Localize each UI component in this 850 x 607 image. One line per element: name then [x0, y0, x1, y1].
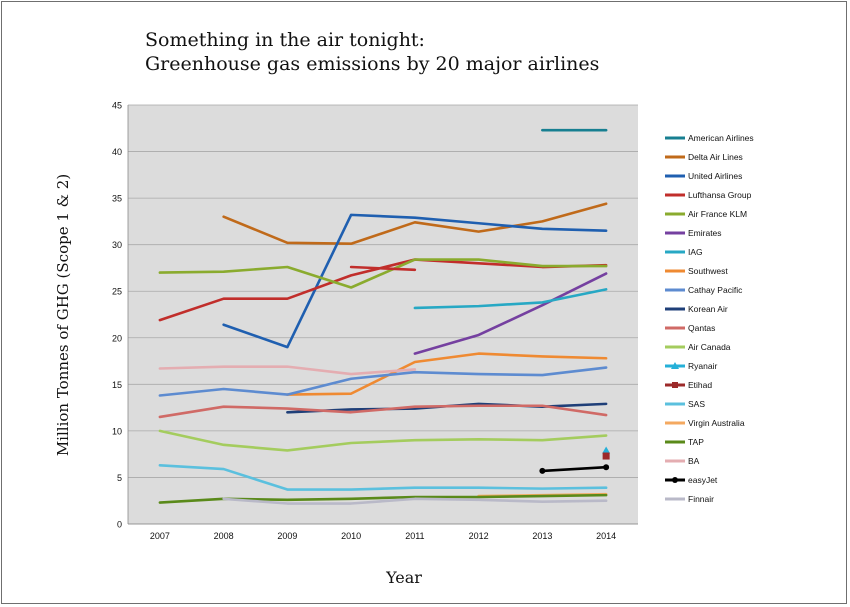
- legend-label: Delta Air Lines: [688, 152, 743, 162]
- x-tick-label: 2008: [214, 531, 234, 541]
- x-tick-label: 2014: [596, 531, 616, 541]
- chart-title-block: Something in the air tonight: Greenhouse…: [145, 28, 599, 76]
- x-tick-label: 2007: [150, 531, 170, 541]
- legend-label: American Airlines: [688, 133, 754, 143]
- series-line: [158, 366, 608, 397]
- legend-label: Etihad: [688, 380, 712, 390]
- legend-label: Lufthansa Group: [688, 190, 752, 200]
- series-line: [413, 272, 608, 355]
- legend-label: Air France KLM: [688, 209, 747, 219]
- chart-title: Something in the air tonight:: [145, 29, 425, 51]
- plot-area: [128, 105, 638, 524]
- y-tick-label: 45: [112, 101, 122, 111]
- chart-subtitle: Greenhouse gas emissions by 20 major air…: [145, 53, 600, 75]
- legend-label: Korean Air: [688, 304, 728, 314]
- series-line: [158, 258, 608, 289]
- legend-label: Emirates: [688, 228, 722, 238]
- y-tick-label: 30: [112, 240, 122, 250]
- legend-label: Virgin Australia: [688, 418, 745, 428]
- x-tick-label: 2013: [532, 531, 552, 541]
- series-line: [286, 352, 608, 396]
- series-line: [222, 497, 608, 505]
- series-line: [158, 429, 608, 452]
- y-tick-label: 25: [112, 287, 122, 297]
- y-tick-label: 20: [112, 333, 122, 343]
- series-line: [222, 213, 608, 349]
- x-tick-label: 2010: [341, 531, 361, 541]
- y-tick-label: 15: [112, 380, 122, 390]
- legend-label: United Airlines: [688, 171, 742, 181]
- series-line: [349, 265, 417, 272]
- y-tick-label: 35: [112, 194, 122, 204]
- legend-label: Air Canada: [688, 342, 731, 352]
- legend-label: TAP: [688, 437, 704, 447]
- y-tick-label: 10: [112, 426, 122, 436]
- legend-label: Finnair: [688, 494, 714, 504]
- data-point-marker: [602, 446, 611, 454]
- legend-label: easyJet: [688, 475, 718, 485]
- legend-label: BA: [688, 456, 700, 466]
- series-line: [222, 202, 608, 246]
- x-tick-label: 2012: [469, 531, 489, 541]
- x-tick-label: 2009: [277, 531, 297, 541]
- series-line: [541, 465, 608, 473]
- legend-label: SAS: [688, 399, 705, 409]
- legend-label: Southwest: [688, 266, 728, 276]
- legend-label: IAG: [688, 247, 703, 257]
- legend-label: Cathay Pacific: [688, 285, 743, 295]
- legend-label: Qantas: [688, 323, 715, 333]
- series-line: [158, 464, 608, 491]
- series-line: [413, 288, 608, 310]
- y-tick-label: 0: [117, 520, 122, 530]
- legend-marker: [671, 362, 679, 369]
- series-line: [158, 365, 417, 376]
- y-tick-label: 40: [112, 147, 122, 157]
- x-tick-label: 2011: [405, 531, 424, 541]
- y-tick-label: 5: [117, 473, 122, 483]
- legend-label: Ryanair: [688, 361, 717, 371]
- legend-marker: [672, 477, 678, 483]
- x-axis-label: Year: [386, 568, 422, 587]
- series-line: [158, 404, 608, 419]
- legend-marker: [672, 382, 678, 388]
- data-point-marker: [602, 452, 610, 460]
